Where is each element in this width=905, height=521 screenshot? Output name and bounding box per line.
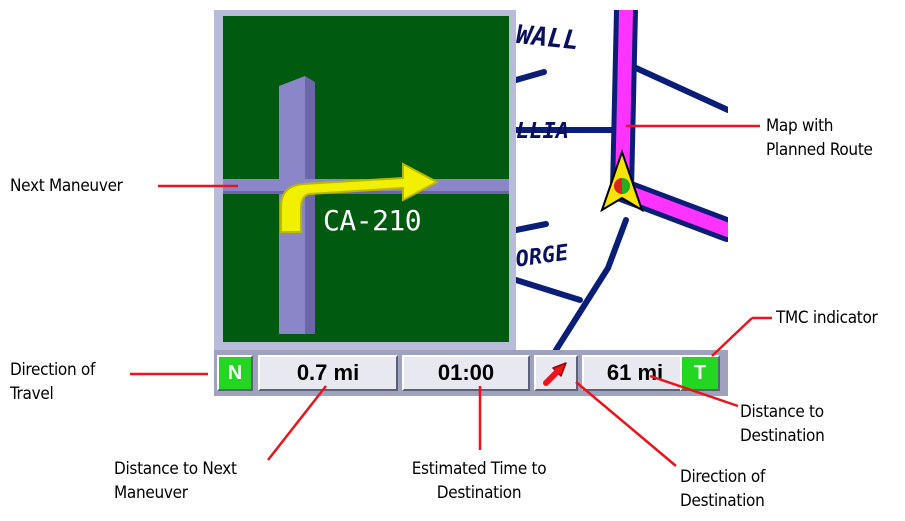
maneuver-road-name: CA-210 (323, 204, 422, 237)
arrow-northeast-icon (543, 362, 567, 386)
vehicle-position-icon (600, 148, 644, 213)
map-street-label: LLIA (516, 119, 569, 144)
callout-next-maneuver: Next Maneuver (10, 176, 123, 196)
direction-of-travel-indicator[interactable]: N (217, 355, 253, 391)
callout-direction-of-destination: Direction of Destination (680, 467, 766, 511)
callout-map-with-route: Map with Planned Route (766, 116, 873, 160)
callout-estimated-time: Estimated Time to Destination (411, 459, 547, 503)
callout-distance-to-destination: Distance to Destination (740, 402, 825, 446)
tmc-indicator[interactable]: T (680, 355, 720, 391)
callout-distance-to-next-maneuver: Distance to Next Maneuver (114, 459, 237, 503)
navigation-screen: WALL LLIA ORGE (214, 10, 728, 396)
distance-to-destination[interactable]: 61 mi (582, 355, 688, 391)
route-map[interactable]: WALL LLIA ORGE (516, 10, 728, 350)
distance-to-next-maneuver[interactable]: 0.7 mi (258, 355, 398, 391)
next-maneuver-panel: CA-210 (214, 10, 516, 350)
turn-right-arrow-icon (223, 76, 509, 334)
direction-of-destination[interactable] (534, 355, 578, 391)
map-street-label: WALL (516, 20, 580, 56)
status-bar: N 0.7 mi 01:00 61 mi T (214, 350, 728, 396)
estimated-time-to-destination[interactable]: 01:00 (402, 355, 530, 391)
callout-tmc-indicator: TMC indicator (776, 308, 878, 328)
callout-direction-of-travel: Direction of Travel (10, 360, 96, 404)
